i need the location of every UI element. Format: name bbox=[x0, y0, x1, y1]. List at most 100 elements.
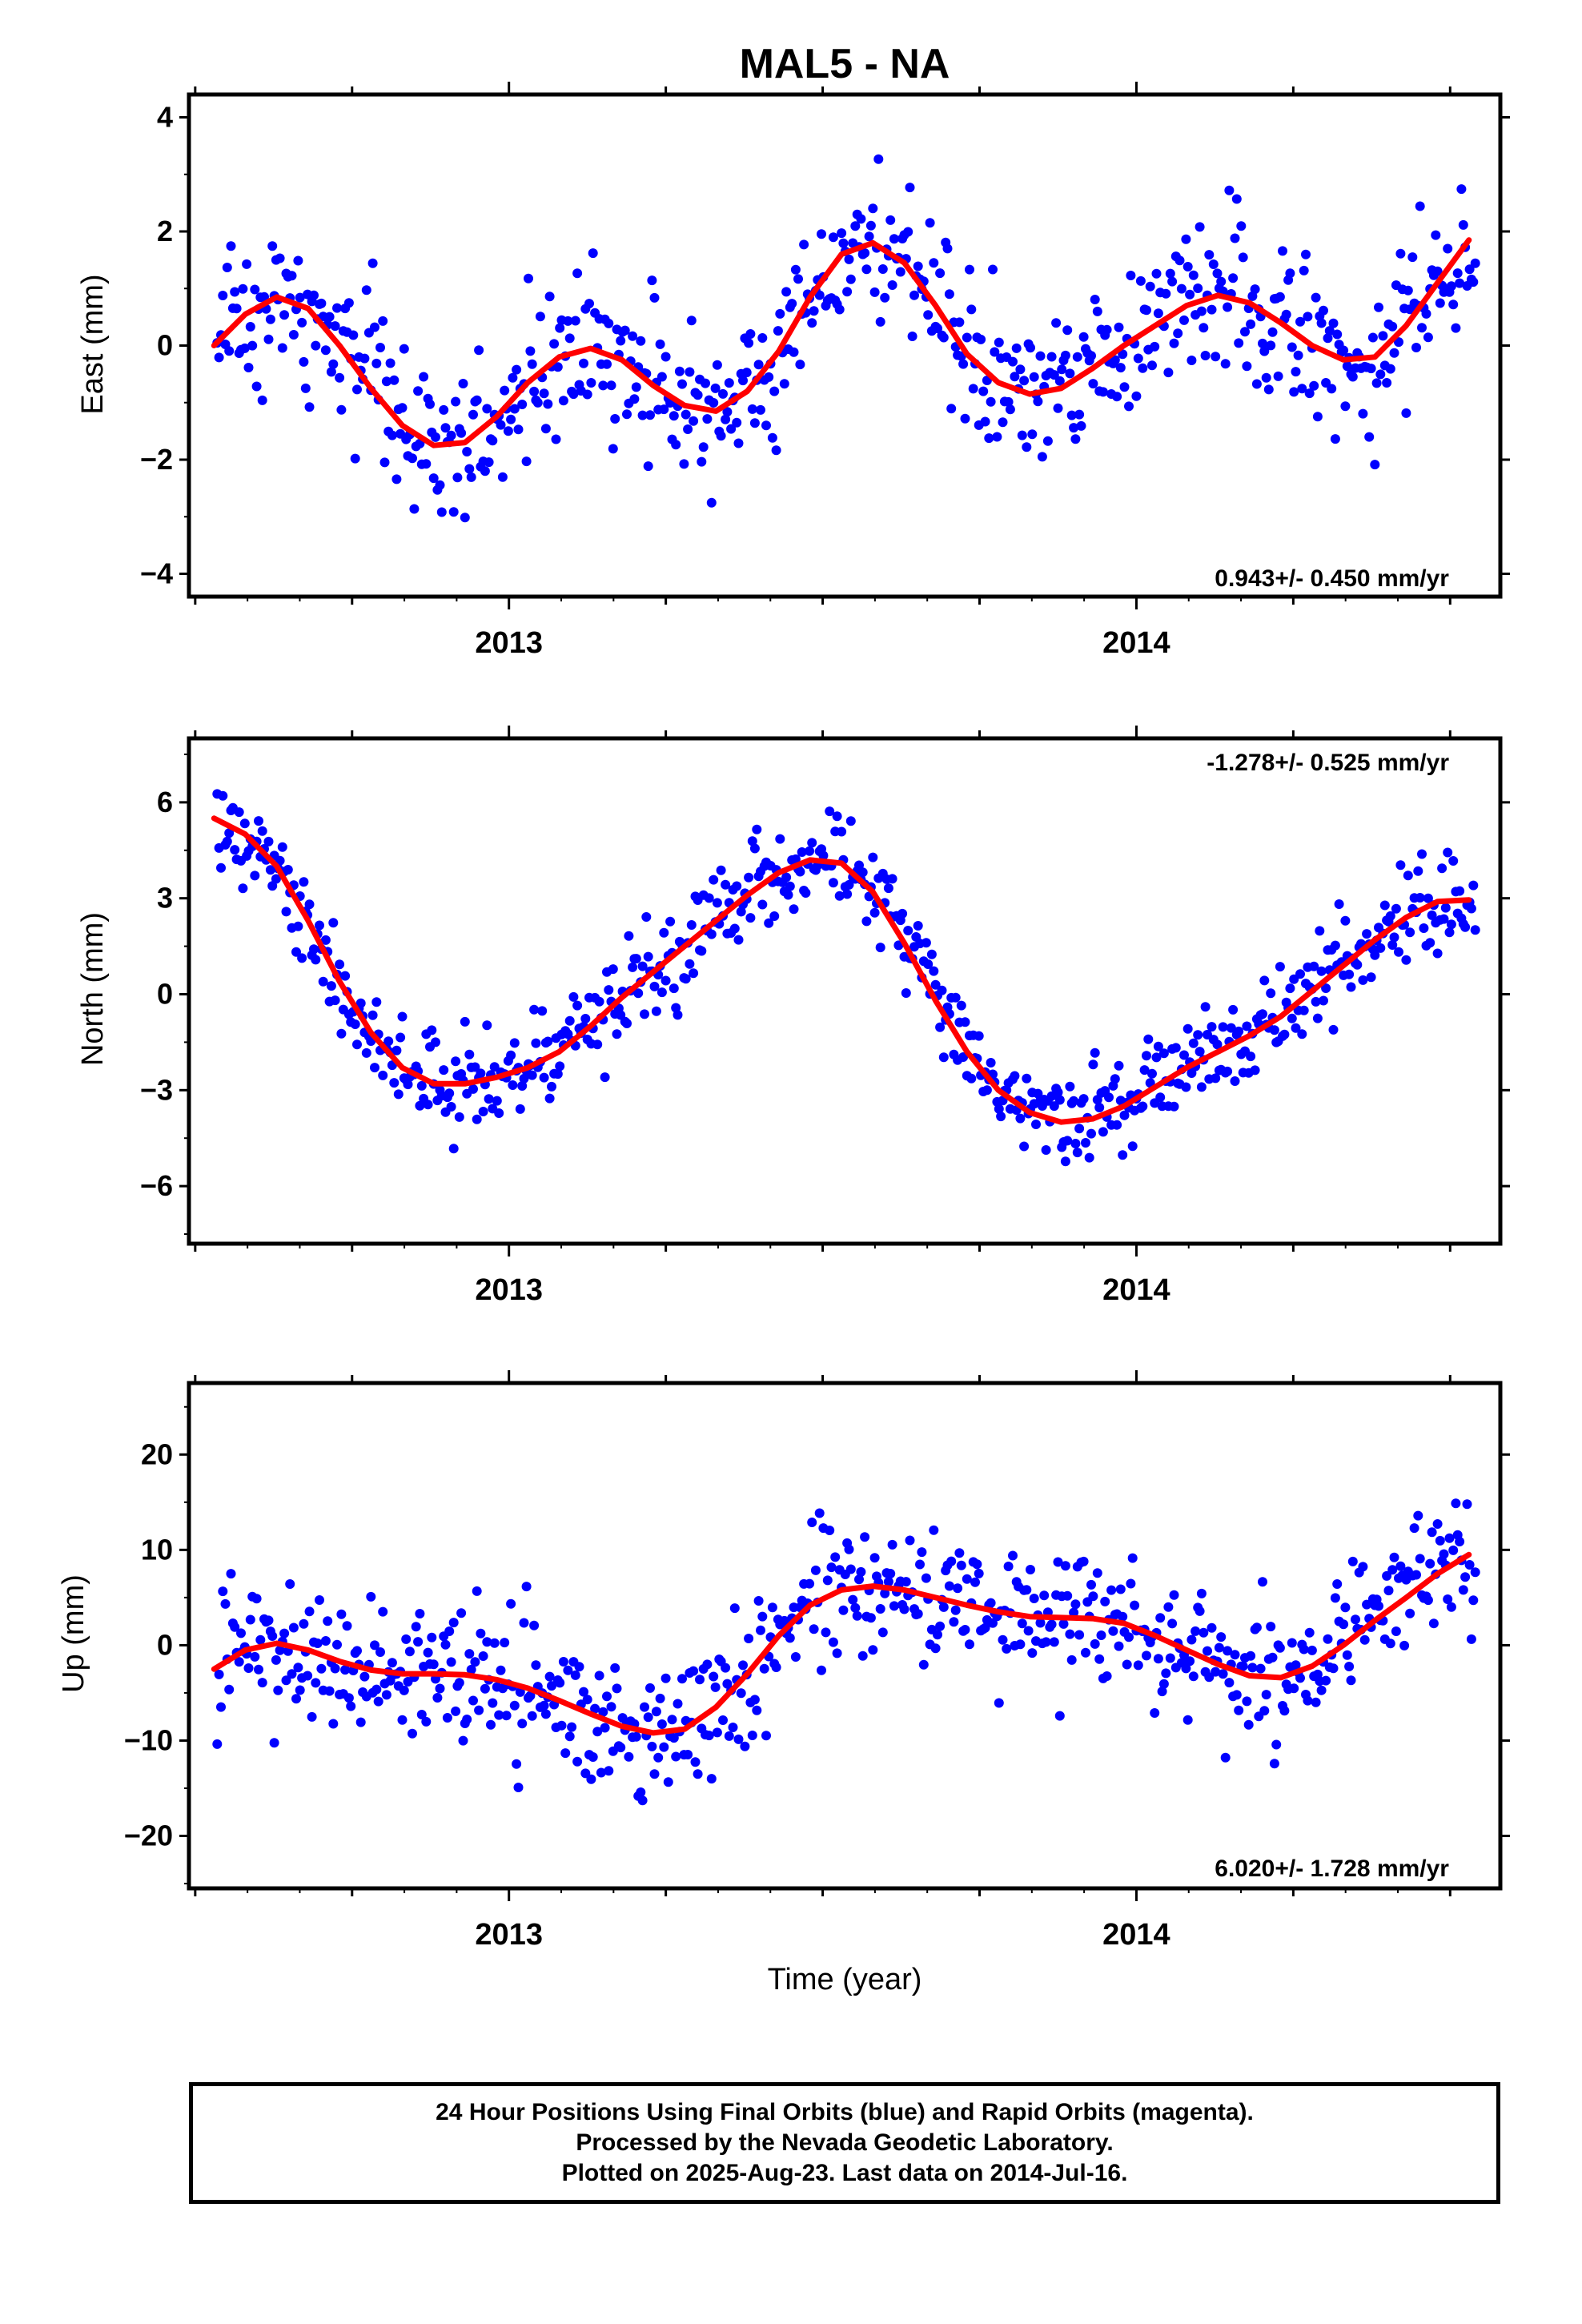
data-point bbox=[1452, 268, 1463, 279]
data-point bbox=[1118, 349, 1128, 360]
data-point bbox=[606, 1702, 616, 1712]
data-point bbox=[834, 304, 845, 315]
data-point bbox=[563, 1665, 573, 1675]
data-point bbox=[954, 1548, 965, 1558]
data-point bbox=[299, 356, 309, 367]
data-point bbox=[810, 1565, 821, 1575]
data-point bbox=[718, 388, 728, 399]
data-point bbox=[1446, 919, 1456, 930]
data-point bbox=[263, 1615, 274, 1626]
data-point bbox=[1196, 306, 1207, 316]
data-point bbox=[1347, 1556, 1358, 1566]
data-point bbox=[381, 376, 391, 387]
data-point bbox=[224, 346, 235, 356]
data-point bbox=[1435, 298, 1445, 308]
data-point bbox=[1295, 1673, 1305, 1683]
data-point bbox=[442, 1713, 452, 1723]
data-point bbox=[529, 1004, 540, 1015]
east-fit-curve bbox=[211, 237, 1472, 448]
data-point bbox=[889, 234, 899, 244]
data-point bbox=[343, 1693, 354, 1703]
data-point bbox=[1291, 1660, 1301, 1671]
data-point bbox=[531, 1038, 541, 1048]
data-point bbox=[1382, 378, 1392, 388]
data-point bbox=[1375, 943, 1386, 953]
data-point bbox=[1029, 372, 1039, 382]
data-point bbox=[1090, 295, 1100, 304]
data-point bbox=[1247, 1663, 1258, 1673]
data-point bbox=[998, 417, 1008, 428]
data-point bbox=[1216, 1632, 1227, 1642]
data-point bbox=[721, 1663, 731, 1673]
data-point bbox=[1115, 363, 1126, 373]
data-point bbox=[320, 345, 331, 356]
data-point bbox=[1332, 1579, 1343, 1589]
data-point bbox=[332, 303, 342, 313]
data-point bbox=[620, 325, 630, 336]
data-point bbox=[752, 824, 762, 834]
data-point bbox=[604, 318, 614, 328]
data-point bbox=[801, 888, 811, 898]
data-point bbox=[482, 1020, 492, 1031]
data-point bbox=[785, 881, 795, 891]
data-point bbox=[671, 440, 681, 450]
data-point bbox=[371, 1684, 382, 1695]
data-point bbox=[574, 1662, 584, 1672]
data-point bbox=[378, 1606, 388, 1617]
data-point bbox=[677, 379, 687, 389]
y-tick-label: −2 bbox=[140, 443, 173, 476]
data-point bbox=[370, 322, 379, 332]
data-point bbox=[316, 1663, 327, 1674]
data-point bbox=[311, 1678, 321, 1688]
data-point bbox=[643, 951, 653, 962]
data-point bbox=[1185, 1656, 1195, 1667]
data-point bbox=[1226, 1023, 1236, 1033]
data-point bbox=[1291, 367, 1301, 377]
data-point bbox=[224, 828, 235, 838]
data-point bbox=[293, 921, 303, 931]
data-point bbox=[466, 1664, 476, 1675]
data-point bbox=[656, 987, 667, 998]
data-point bbox=[540, 1709, 551, 1719]
data-point bbox=[842, 889, 853, 899]
data-point bbox=[243, 1663, 254, 1673]
data-point bbox=[472, 395, 482, 405]
data-point bbox=[1015, 1113, 1026, 1124]
data-point bbox=[1158, 1048, 1169, 1059]
data-point bbox=[1315, 926, 1325, 936]
east-panel: East (mm) 0.943+/- 0.450 mm/yr bbox=[76, 274, 1449, 592]
data-point bbox=[1110, 1074, 1120, 1084]
data-point bbox=[612, 1029, 622, 1039]
up-plot-area: −20 −10 0 10 20 2013 2014 bbox=[124, 1370, 1510, 1952]
data-point bbox=[1076, 420, 1086, 431]
data-point bbox=[332, 1639, 342, 1650]
data-point bbox=[1415, 1554, 1425, 1564]
data-point bbox=[1081, 1138, 1090, 1148]
data-point bbox=[460, 1016, 470, 1027]
data-point bbox=[1181, 234, 1191, 244]
data-point bbox=[1417, 323, 1427, 333]
data-point bbox=[1133, 353, 1143, 364]
data-point bbox=[500, 385, 510, 396]
data-point bbox=[1027, 429, 1038, 440]
y-tick-label: 10 bbox=[141, 1533, 173, 1566]
data-point bbox=[1179, 315, 1189, 325]
data-point bbox=[1261, 372, 1271, 383]
data-point bbox=[764, 918, 774, 928]
data-point bbox=[805, 1578, 815, 1589]
data-point bbox=[915, 1559, 925, 1570]
data-point bbox=[482, 1637, 492, 1647]
data-point bbox=[671, 1751, 681, 1762]
data-point bbox=[673, 1699, 683, 1709]
data-point bbox=[1090, 1047, 1100, 1058]
data-point bbox=[1086, 1128, 1096, 1139]
data-point bbox=[966, 1073, 977, 1084]
data-point bbox=[478, 1651, 488, 1661]
data-point bbox=[984, 433, 994, 444]
data-point bbox=[230, 845, 240, 855]
data-point bbox=[413, 386, 424, 396]
data-point bbox=[458, 1735, 468, 1746]
data-point bbox=[1278, 246, 1287, 256]
data-point bbox=[704, 893, 714, 903]
data-point bbox=[612, 1683, 622, 1694]
